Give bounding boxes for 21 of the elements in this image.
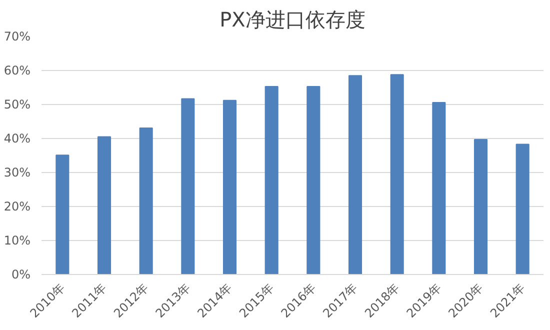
bar [139, 127, 153, 274]
bar [432, 102, 446, 274]
bar [56, 154, 70, 274]
bar [474, 139, 488, 274]
y-tick-label: 40% [4, 132, 30, 146]
y-tick-label: 10% [4, 234, 30, 248]
bar [516, 144, 530, 274]
bar [348, 75, 362, 274]
y-tick-label: 30% [4, 166, 30, 180]
chart-title: PX净进口依存度 [220, 8, 366, 32]
bar [181, 98, 195, 274]
y-tick-label: 0% [11, 268, 31, 282]
y-tick-label: 50% [4, 98, 30, 112]
bar [306, 86, 320, 274]
y-tick-label: 70% [4, 30, 30, 44]
y-tick-label: 60% [4, 64, 30, 78]
bar [390, 74, 404, 274]
bar [264, 86, 278, 274]
bar [97, 136, 112, 274]
bar [222, 100, 237, 274]
y-tick-label: 20% [4, 200, 30, 214]
